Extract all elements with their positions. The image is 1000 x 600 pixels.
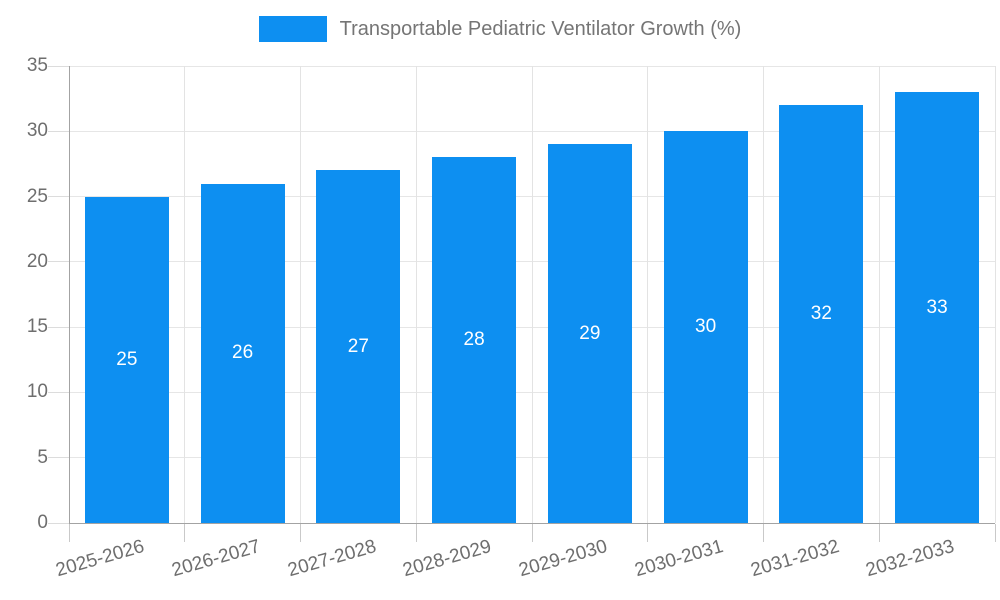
x-axis-tick-label: 2026-2027: [169, 536, 263, 582]
y-axis-tick: [48, 326, 69, 328]
v-gridline: [300, 66, 301, 523]
bar[interactable]: 27: [316, 170, 401, 523]
x-axis-tick-label: 2032-2033: [863, 536, 957, 582]
x-axis-tick-label: 2031-2032: [748, 536, 842, 582]
y-axis-tick: [48, 457, 69, 459]
x-axis-tick: [300, 524, 301, 542]
y-axis-line: [69, 66, 70, 541]
legend-item-growth-series[interactable]: Transportable Pediatric Ventilator Growt…: [258, 16, 742, 42]
y-axis-tick-label: 30: [26, 120, 48, 142]
bar-value-label: 33: [926, 296, 948, 318]
x-axis-tick: [763, 524, 764, 542]
x-axis-tick: [994, 524, 996, 542]
x-axis-tick-label: 2029-2030: [516, 536, 610, 582]
legend-swatch: [258, 16, 327, 42]
v-gridline: [415, 66, 417, 523]
bar[interactable]: 29: [547, 144, 632, 523]
plot-area: 25 26 27 28 29 30 32 33: [69, 65, 996, 523]
y-axis-tick-label: 20: [26, 250, 48, 272]
y-axis-tick: [48, 196, 69, 198]
v-gridline: [763, 66, 764, 523]
y-axis-tick: [48, 522, 69, 524]
v-gridline: [531, 66, 533, 523]
x-axis-tick: [415, 524, 417, 542]
v-gridline: [994, 66, 996, 523]
legend-label: Transportable Pediatric Ventilator Growt…: [339, 17, 742, 40]
bar[interactable]: 25: [84, 196, 169, 523]
x-axis-tick: [68, 524, 70, 542]
y-axis-tick-label: 15: [26, 316, 48, 338]
bar-value-label: 29: [579, 322, 601, 344]
bar-value-label: 30: [695, 316, 717, 338]
x-axis-tick: [531, 524, 533, 542]
y-axis-tick: [48, 391, 69, 393]
y-axis-tick: [48, 65, 69, 67]
x-axis-tick-label: 2028-2029: [400, 536, 494, 582]
y-axis-tick-label: 5: [37, 446, 48, 468]
y-axis-tick: [48, 130, 69, 132]
bar[interactable]: 32: [779, 105, 864, 523]
x-axis-tick: [184, 524, 186, 542]
x-axis-tick-label: 2030-2031: [632, 536, 726, 582]
bar[interactable]: 26: [200, 183, 285, 523]
v-gridline: [647, 66, 649, 523]
bar[interactable]: 28: [432, 157, 517, 523]
v-gridline: [184, 66, 186, 523]
y-axis-tick-label: 0: [37, 512, 48, 533]
bar-value-label: 32: [810, 303, 832, 325]
bar-value-label: 27: [347, 335, 369, 357]
y-axis-tick-label: 35: [26, 55, 48, 76]
x-axis-tick: [647, 524, 649, 542]
bar[interactable]: 33: [895, 92, 980, 523]
y-axis-tick-label: 25: [26, 185, 48, 207]
x-axis-tick: [878, 524, 880, 542]
chart-legend: Transportable Pediatric Ventilator Growt…: [0, 16, 1000, 42]
x-axis-tick-label: 2025-2026: [53, 536, 147, 582]
bar[interactable]: 30: [663, 131, 748, 523]
bar-value-label: 26: [232, 342, 254, 364]
bar-value-label: 25: [116, 348, 138, 370]
x-axis-tick-label: 2027-2028: [285, 536, 379, 582]
v-gridline: [878, 66, 880, 523]
x-axis-line: [69, 523, 995, 524]
bar-value-label: 28: [463, 329, 485, 351]
y-axis-tick-label: 10: [26, 381, 48, 403]
y-axis-tick: [48, 261, 69, 263]
